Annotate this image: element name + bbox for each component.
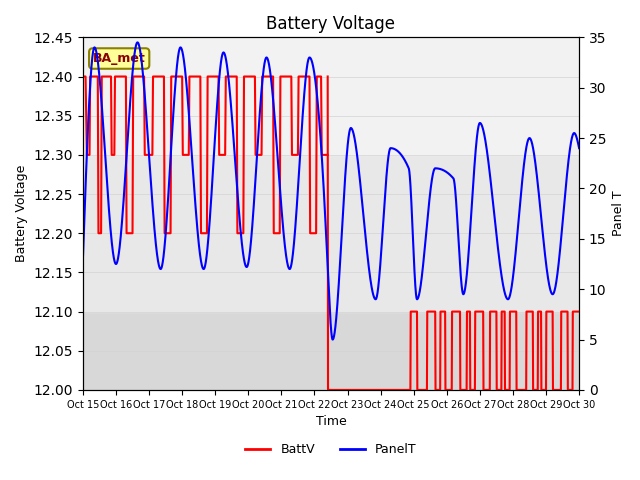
Bar bbox=[83, 37, 579, 155]
Text: BA_met: BA_met bbox=[93, 52, 145, 65]
X-axis label: Time: Time bbox=[316, 415, 346, 428]
Bar bbox=[83, 312, 579, 390]
Y-axis label: Panel T: Panel T bbox=[612, 191, 625, 237]
Y-axis label: Battery Voltage: Battery Voltage bbox=[15, 165, 28, 263]
Bar bbox=[83, 155, 579, 312]
Title: Battery Voltage: Battery Voltage bbox=[266, 15, 396, 33]
Legend: BattV, PanelT: BattV, PanelT bbox=[241, 438, 422, 461]
